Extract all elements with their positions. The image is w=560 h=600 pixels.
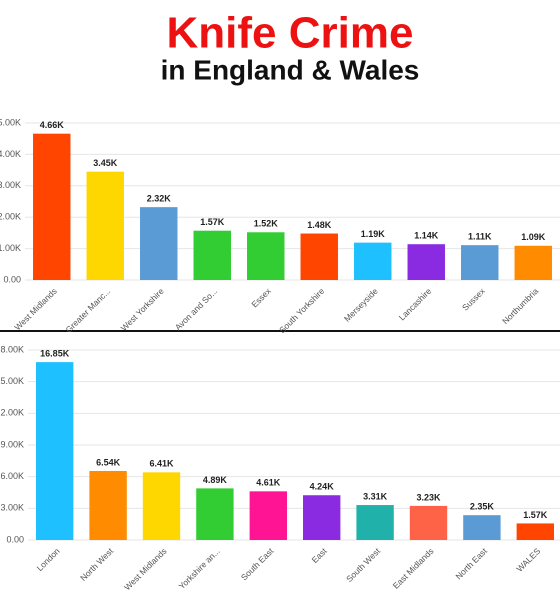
bar: [303, 495, 341, 540]
bar: [249, 491, 287, 540]
value-label: 3.23K: [416, 492, 441, 502]
x-tick-label: East Midlands: [391, 546, 436, 591]
value-label: 16.85K: [40, 349, 70, 359]
x-tick-label: South Yorkshire: [277, 286, 326, 335]
x-tick-label: WALES: [514, 546, 542, 574]
y-tick-label: 3.00K: [0, 180, 21, 190]
y-tick-label: 12.00K: [0, 408, 24, 418]
x-tick-label: Yorkshire an...: [177, 546, 222, 591]
y-tick-label: 2.00K: [0, 212, 21, 222]
bar: [193, 230, 231, 280]
value-label: 2.32K: [147, 194, 172, 204]
value-label: 3.31K: [363, 491, 388, 501]
x-tick-label: East: [310, 545, 330, 565]
x-tick-label: Lancashire: [397, 286, 434, 323]
bar: [140, 207, 178, 280]
bar: [354, 242, 392, 280]
bar: [86, 171, 124, 280]
value-label: 4.61K: [256, 478, 281, 488]
x-tick-label: Northumbria: [500, 286, 540, 326]
y-tick-label: 0.00: [3, 274, 21, 284]
bar: [247, 232, 285, 280]
bar: [463, 515, 501, 540]
bar: [356, 505, 394, 540]
x-tick-label: West Midlands: [12, 286, 58, 332]
x-tick-label: South East: [239, 545, 276, 582]
y-tick-label: 6.00K: [0, 471, 24, 481]
value-label: 4.24K: [310, 482, 335, 492]
y-tick-label: 4.00K: [0, 149, 21, 159]
x-tick-label: Merseyside: [342, 286, 380, 324]
value-label: 4.89K: [203, 475, 228, 485]
bar: [461, 245, 499, 280]
x-tick-label: London: [35, 546, 62, 573]
value-label: 1.48K: [307, 220, 332, 230]
y-tick-label: 0.00: [6, 534, 24, 544]
bar: [196, 488, 234, 540]
title: Knife Crime: [167, 9, 414, 58]
value-label: 3.45K: [93, 158, 118, 168]
bar: [89, 470, 127, 540]
x-tick-label: North West: [78, 545, 115, 582]
bar: [300, 233, 338, 280]
y-tick-label: 5.00K: [0, 117, 21, 127]
y-tick-label: 15.00K: [0, 376, 24, 386]
bar: [142, 472, 181, 540]
x-tick-label: Greater Manc...: [63, 286, 112, 335]
value-label: 2.35K: [470, 502, 495, 512]
bar: [409, 505, 448, 540]
x-tick-label: Avon and So...: [173, 286, 219, 332]
x-tick-label: Sussex: [460, 285, 487, 312]
bar: [514, 245, 552, 280]
subtitle: in England & Wales: [161, 54, 420, 85]
y-tick-label: 9.00K: [0, 439, 24, 449]
value-label: 1.52K: [254, 219, 279, 229]
y-tick-label: 18.00K: [0, 344, 24, 354]
x-tick-label: West Yorkshire: [119, 286, 166, 333]
value-label: 6.54K: [96, 457, 121, 467]
bar: [36, 362, 74, 540]
y-tick-label: 1.00K: [0, 243, 21, 253]
value-label: 1.19K: [361, 229, 386, 239]
value-label: 1.11K: [468, 232, 492, 242]
x-tick-label: Essex: [249, 285, 273, 309]
value-label: 1.09K: [521, 232, 546, 242]
x-tick-label: West Midlands: [122, 546, 168, 592]
bar: [33, 133, 71, 280]
value-label: 1.14K: [414, 231, 439, 241]
bar: [516, 523, 554, 540]
value-label: 1.57K: [523, 510, 548, 520]
bar: [407, 244, 445, 280]
x-tick-label: North East: [453, 545, 489, 581]
value-label: 4.66K: [40, 120, 65, 130]
value-label: 6.41K: [149, 459, 174, 469]
y-tick-label: 3.00K: [0, 503, 24, 513]
x-tick-label: South West: [344, 545, 382, 583]
value-label: 1.57K: [200, 217, 225, 227]
